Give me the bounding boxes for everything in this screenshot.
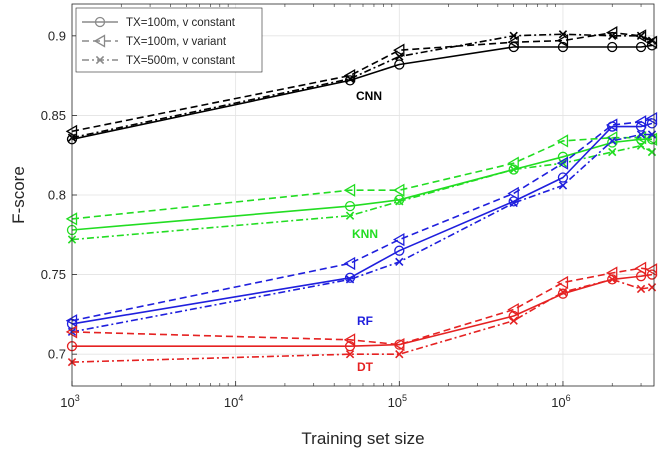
x-marker <box>608 275 617 284</box>
triangle-marker <box>645 111 658 126</box>
series-line <box>71 278 653 363</box>
triangle-marker <box>343 333 356 347</box>
group-label-knn: KNN <box>352 227 378 241</box>
legend: TX=100m, v constant TX=100m, v variant TX=… <box>75 7 263 73</box>
x-tick-label: 106 <box>551 393 570 410</box>
circle-marker <box>394 245 405 256</box>
triangle-marker <box>343 256 356 271</box>
triangle-marker <box>556 33 569 48</box>
series-line <box>71 133 652 333</box>
circle-marker <box>607 41 618 53</box>
triangle-marker <box>556 156 569 170</box>
group-label-rf: RF <box>357 314 373 328</box>
x-marker <box>509 316 518 325</box>
triangle-marker <box>507 156 519 170</box>
y-tick-label: 0.9 <box>48 28 66 43</box>
x-marker <box>558 287 568 297</box>
triangle-marker <box>93 34 106 48</box>
x-marker <box>636 130 646 139</box>
circle-marker <box>557 151 569 162</box>
circle-marker <box>557 172 569 183</box>
series-group-dt <box>65 261 658 367</box>
y-tick-label: 0.8 <box>48 188 66 203</box>
circle-marker <box>344 200 356 212</box>
circle-marker <box>394 59 405 70</box>
x-marker <box>345 275 355 284</box>
x-marker <box>608 31 617 40</box>
x-marker <box>608 136 617 146</box>
legend-entry: TX=100m, v variant <box>82 34 227 48</box>
legend-label: TX=100m, v constant <box>126 17 236 29</box>
x-marker <box>345 350 355 359</box>
triangle-marker <box>507 302 519 317</box>
x-tick-label: 105 <box>388 393 407 410</box>
x-axis-title: Training set size <box>301 429 424 448</box>
triangle-marker <box>343 183 356 197</box>
x-marker <box>636 141 646 150</box>
series-line <box>71 144 653 241</box>
x-marker <box>636 31 646 40</box>
triangle-marker <box>605 118 618 132</box>
triangle-marker <box>634 115 647 129</box>
triangle-marker <box>393 232 405 247</box>
triangle-marker <box>634 29 647 43</box>
circle-marker <box>557 41 569 53</box>
group-label-cnn: CNN <box>356 89 382 103</box>
triangle-marker <box>645 132 658 146</box>
legend-entry: TX=500m, v constant <box>82 55 236 67</box>
triangle-marker <box>556 275 569 290</box>
circle-marker <box>94 16 106 28</box>
x-marker <box>395 52 404 61</box>
circle-marker <box>635 41 647 53</box>
triangle-marker <box>634 261 647 275</box>
x-tick-label: 104 <box>224 393 243 410</box>
x-marker <box>636 284 646 294</box>
legend-label: TX=500m, v constant <box>126 55 236 67</box>
circle-marker <box>557 288 569 299</box>
x-marker <box>558 181 568 190</box>
y-tick-label: 0.75 <box>41 267 66 282</box>
legend-box <box>75 7 263 73</box>
x-marker <box>345 211 355 220</box>
y-tick-label: 0.85 <box>41 108 66 123</box>
x-marker <box>345 74 355 83</box>
triangle-marker <box>645 263 658 277</box>
series-group-cnn <box>65 26 658 145</box>
triangle-marker <box>605 266 618 280</box>
triangle-marker <box>507 35 519 49</box>
y-axis-title: F-score <box>9 166 28 224</box>
triangle-marker <box>556 134 569 148</box>
x-marker <box>509 31 518 40</box>
x-marker <box>608 147 617 157</box>
x-marker <box>95 55 105 65</box>
group-labels: CNN KNN RF DT <box>352 89 382 374</box>
y-tick-label: 0.7 <box>48 347 66 362</box>
legend-label: TX=100m, v variant <box>126 36 227 48</box>
triangle-marker <box>393 43 405 57</box>
x-marker <box>558 30 568 39</box>
x-marker <box>395 257 404 267</box>
x-tick-label: 103 <box>60 393 79 410</box>
x-marker <box>509 198 518 208</box>
x-marker <box>395 350 404 359</box>
legend-entry: TX=100m, v constant <box>82 16 236 29</box>
triangle-marker <box>507 186 519 201</box>
circle-marker <box>607 274 618 285</box>
triangle-marker <box>393 337 405 352</box>
group-label-dt: DT <box>357 360 374 374</box>
series-group-knn <box>65 131 658 244</box>
circle-marker <box>344 341 356 352</box>
triangle-marker <box>393 183 405 197</box>
axis-ticks: 0.7 0.75 0.8 0.85 0.9 103 104 105 106 <box>41 4 642 410</box>
x-marker <box>509 165 518 174</box>
x-marker <box>395 197 404 206</box>
